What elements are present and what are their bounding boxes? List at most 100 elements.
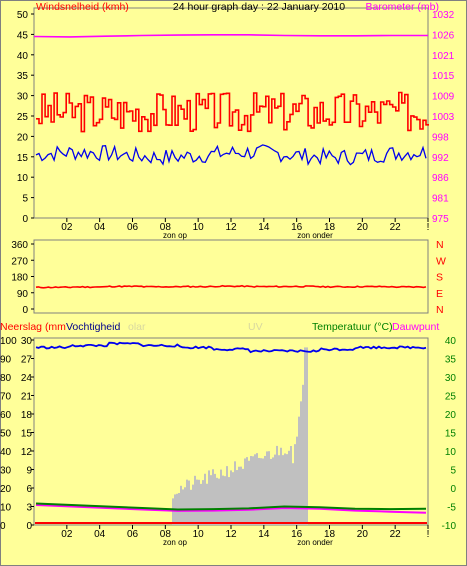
hum-ytick-label: 30 xyxy=(0,466,12,477)
barometer-line xyxy=(33,34,428,38)
solar-bar xyxy=(198,479,200,525)
wind-xtick-label: 04 xyxy=(94,222,106,233)
solar-bar xyxy=(262,458,264,525)
temp-ytick-label: -5 xyxy=(447,503,456,514)
solar-bar xyxy=(270,458,272,525)
wind-xtick-label: 10 xyxy=(193,222,205,233)
solar-bar xyxy=(298,416,300,525)
p3-xtick-label: 06 xyxy=(127,529,139,540)
solar-bar xyxy=(220,469,222,525)
wind-direction-line xyxy=(35,284,427,289)
wind-xtick-label: 22 xyxy=(390,222,402,233)
p3-xtick-label: 16 xyxy=(291,529,303,540)
sunrise-label-bottom: zon op xyxy=(163,538,188,547)
solar-bar xyxy=(226,466,228,525)
solar-bar xyxy=(230,470,232,525)
wind-ytick-label: 15 xyxy=(17,153,29,164)
hum-ytick-label: 80 xyxy=(0,373,12,384)
p3-xtick-label: 02 xyxy=(61,529,73,540)
rain-ytick-label: 15 xyxy=(21,429,33,440)
hum-ytick-label: 0 xyxy=(0,521,6,532)
hum-ytick-label: 40 xyxy=(0,447,12,458)
solar-bar xyxy=(304,347,306,525)
baro-ytick-label: 1021 xyxy=(432,51,455,62)
solar-bar xyxy=(272,457,274,525)
dir-ytick-label: 90 xyxy=(17,289,29,300)
solar-bar xyxy=(282,455,284,525)
p3-xtick-label: 08 xyxy=(160,529,172,540)
p3-xtick-label: 12 xyxy=(225,529,237,540)
solar-bar xyxy=(190,489,192,525)
solar-bar xyxy=(182,489,184,525)
rain-ytick-label: 21 xyxy=(21,392,33,403)
baro-axis-title: Barometer (mb) xyxy=(365,1,439,13)
solar-bar xyxy=(284,453,286,525)
solar-bar xyxy=(286,454,288,525)
wind-xtick-label: 14 xyxy=(258,222,270,233)
temp-ytick-label: 10 xyxy=(445,447,457,458)
wind-ytick-label: 10 xyxy=(17,173,29,184)
solar-bar xyxy=(232,472,234,525)
temp-ytick-label: 5 xyxy=(450,466,456,477)
solar-bar xyxy=(302,384,304,525)
uv-axis-title: UV xyxy=(248,321,263,333)
hum-ytick-label: 70 xyxy=(0,392,12,403)
dir-ytick-label: 180 xyxy=(11,273,28,284)
solar-bar xyxy=(228,477,230,525)
solar-bar xyxy=(276,445,278,525)
solar-bar xyxy=(188,480,190,525)
rain-ytick-label: 24 xyxy=(21,373,33,384)
dewpoint-line xyxy=(35,504,427,514)
solar-bar xyxy=(206,483,208,525)
wind-panel xyxy=(33,7,429,219)
solar-bar xyxy=(212,469,214,525)
solar-bar xyxy=(210,475,212,525)
solar-bar xyxy=(248,460,250,525)
baro-ytick-label: 1026 xyxy=(432,30,455,41)
wind-xtick-label: 16 xyxy=(291,222,303,233)
baro-ytick-label: 992 xyxy=(432,153,449,164)
wind-xtick-label: 06 xyxy=(127,222,139,233)
baro-ytick-label: 1032 xyxy=(432,10,455,21)
solar-bar xyxy=(222,475,224,525)
solar-bar xyxy=(296,436,298,525)
hum-ytick-label: 100 xyxy=(0,336,17,347)
sunrise-label: zon op xyxy=(163,231,188,240)
solar-bar xyxy=(300,401,302,525)
solar-bar xyxy=(218,478,220,525)
wind-gust-line xyxy=(36,91,429,133)
p3-xtick-label: 18 xyxy=(324,529,336,540)
wind-xtick-label: 02 xyxy=(61,222,73,233)
wind-ytick-label: 45 xyxy=(17,30,29,41)
temp-ytick-label: 25 xyxy=(445,392,457,403)
p3-xtick-label: 04 xyxy=(94,529,106,540)
wind-ytick-label: 5 xyxy=(22,194,28,205)
temp-ytick-label: 35 xyxy=(445,355,457,366)
solar-bar xyxy=(274,454,276,525)
solar-bar xyxy=(266,451,268,525)
dir-ytick-label: 360 xyxy=(11,240,28,251)
solar-bar xyxy=(184,487,186,525)
wind-ytick-label: 25 xyxy=(17,112,29,123)
wind-xtick-label: 12 xyxy=(225,222,237,233)
baro-ytick-label: 1009 xyxy=(432,92,455,103)
solar-bar xyxy=(290,446,292,525)
temp-ytick-label: 0 xyxy=(450,484,456,495)
temp-ytick-label: 40 xyxy=(445,336,457,347)
solar-bar xyxy=(294,444,296,525)
solar-bar xyxy=(200,483,202,525)
solar-bar xyxy=(238,466,240,525)
solar-bar xyxy=(280,447,282,525)
solar-bar xyxy=(234,461,236,525)
solar-bar xyxy=(252,456,254,525)
solar-bar xyxy=(244,458,246,525)
sunset-label: zon onder xyxy=(297,231,333,240)
temperature-line xyxy=(35,502,427,511)
temp-ytick-label: 20 xyxy=(445,410,457,421)
graph-title: 24 hour graph day : 22 January 2010 xyxy=(173,1,345,13)
solar-bar xyxy=(186,479,188,525)
wind-direction-panel xyxy=(33,239,429,314)
solar-bar xyxy=(264,455,266,525)
p3-xtick-label: 10 xyxy=(193,529,205,540)
solar-bar xyxy=(240,466,242,525)
